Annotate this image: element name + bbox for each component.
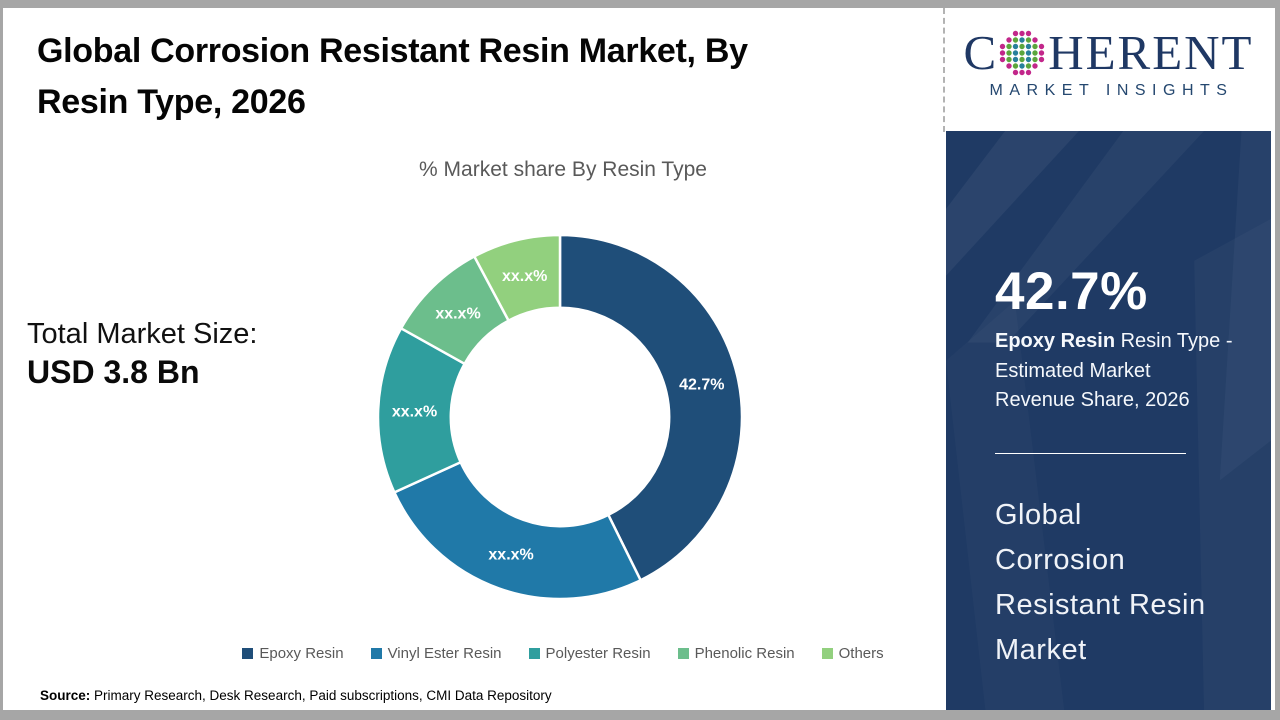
brand-tagline: MARKET INSIGHTS	[989, 82, 1234, 99]
slice-label: 42.7%	[679, 376, 724, 393]
slice-label: xx.x%	[488, 547, 533, 564]
chart-subtitle: % Market share By Resin Type	[419, 158, 707, 181]
legend-label: Epoxy Resin	[259, 645, 344, 662]
dashed-separator	[943, 8, 945, 132]
legend-label: Polyester Resin	[545, 645, 651, 662]
brand-logo: C HERENT MARKET INSIGHTS	[946, 8, 1271, 131]
legend-label: Phenolic Resin	[694, 645, 795, 662]
donut-slice-epoxy-resin	[558, 233, 744, 582]
chart-legend: Epoxy Resin Vinyl Ester Resin Polyester Re…	[153, 645, 973, 662]
sidebar: 42.7% Epoxy Resin Resin Type - Estimated…	[946, 131, 1271, 710]
legend-label: Vinyl Ester Resin	[387, 645, 502, 662]
legend-item-vinyl-ester-resin: Vinyl Ester Resin	[370, 645, 502, 662]
donut-slice-vinyl-ester-resin	[393, 461, 642, 601]
legend-swatch	[242, 648, 254, 659]
legend-item-epoxy-resin: Epoxy Resin	[242, 645, 344, 662]
source-note: Source: Primary Research, Desk Research,…	[40, 688, 552, 703]
page-title-line1: Global Corrosion Resistant Resin Market,…	[37, 32, 748, 70]
legend-swatch	[821, 648, 833, 659]
donut-slice-others	[473, 233, 562, 322]
legend-swatch	[370, 648, 382, 659]
total-market-size-value: USD 3.8 Bn	[27, 354, 200, 390]
slice-label: xx.x%	[392, 404, 437, 421]
source-text: Primary Research, Desk Research, Paid su…	[90, 688, 552, 703]
page-title: Global Corrosion Resistant Resin Market,…	[37, 26, 907, 128]
globe-dots-icon	[1000, 30, 1045, 75]
source-label: Source:	[40, 688, 91, 703]
donut-chart: 42.7% xx.x% xx.x% xx.x% xx.x%	[376, 233, 744, 601]
highlight-percentage: 42.7%	[995, 262, 1148, 321]
slice-label: xx.x%	[435, 306, 480, 323]
highlight-segment-name: Epoxy Resin	[995, 330, 1116, 352]
sidebar-market-name: Global Corrosion Resistant Resin Market	[995, 499, 1206, 666]
highlight-line2: Estimated Market	[995, 359, 1151, 382]
highlight-line1: Epoxy Resin Resin Type -	[995, 330, 1233, 352]
brand-letters-herent: HERENT	[1048, 25, 1254, 80]
brand-letter-c: C	[963, 25, 999, 80]
slice-label: xx.x%	[502, 268, 547, 285]
brand-wordmark: C HERENT	[946, 28, 1271, 77]
map-texture	[946, 131, 1271, 481]
legend-swatch	[528, 648, 540, 659]
page-title-line2: Resin Type, 2026	[37, 83, 306, 121]
highlight-description: Epoxy Resin Resin Type - Estimated Marke…	[995, 327, 1260, 416]
highlight-line3: Revenue Share, 2026	[995, 389, 1190, 411]
divider-line	[995, 453, 1186, 454]
legend-item-polyester-resin: Polyester Resin	[528, 645, 651, 662]
legend-label: Others	[838, 645, 884, 662]
total-market-size-label: Total Market Size:	[27, 318, 258, 350]
page-frame: Global Corrosion Resistant Resin Market,…	[3, 8, 1275, 710]
total-market-size: Total Market Size: USD 3.8 Bn	[27, 318, 257, 391]
legend-swatch	[677, 648, 689, 659]
legend-item-others: Others	[821, 645, 884, 662]
legend-item-phenolic-resin: Phenolic Resin	[677, 645, 795, 662]
